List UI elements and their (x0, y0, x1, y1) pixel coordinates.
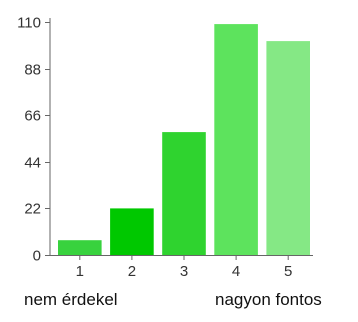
bars (58, 24, 310, 255)
y-tick-label: 0 (33, 248, 41, 265)
y-tick-label: 66 (24, 108, 41, 125)
y-tick-label: 44 (24, 155, 41, 172)
bar-5 (266, 41, 310, 255)
y-tick-label: 110 (17, 15, 41, 32)
bar-4 (214, 24, 258, 255)
x-tick-label: 1 (76, 263, 84, 280)
x-tick-label: 4 (232, 263, 240, 280)
bar-3 (162, 132, 206, 255)
scale-low-label: nem érdekel (24, 290, 118, 309)
x-tick-label: 3 (180, 263, 188, 280)
x-tick-label: 5 (284, 263, 292, 280)
bar-2 (110, 208, 154, 255)
x-axis-ticks: 1 2 3 4 5 (76, 255, 292, 280)
x-tick-label: 2 (128, 263, 136, 280)
y-tick-label: 88 (24, 62, 41, 79)
y-axis-ticks: 0 22 44 66 88 110 (17, 15, 50, 265)
bar-1 (58, 240, 102, 255)
scale-high-label: nagyon fontos (215, 290, 322, 309)
y-tick-label: 22 (24, 201, 41, 218)
